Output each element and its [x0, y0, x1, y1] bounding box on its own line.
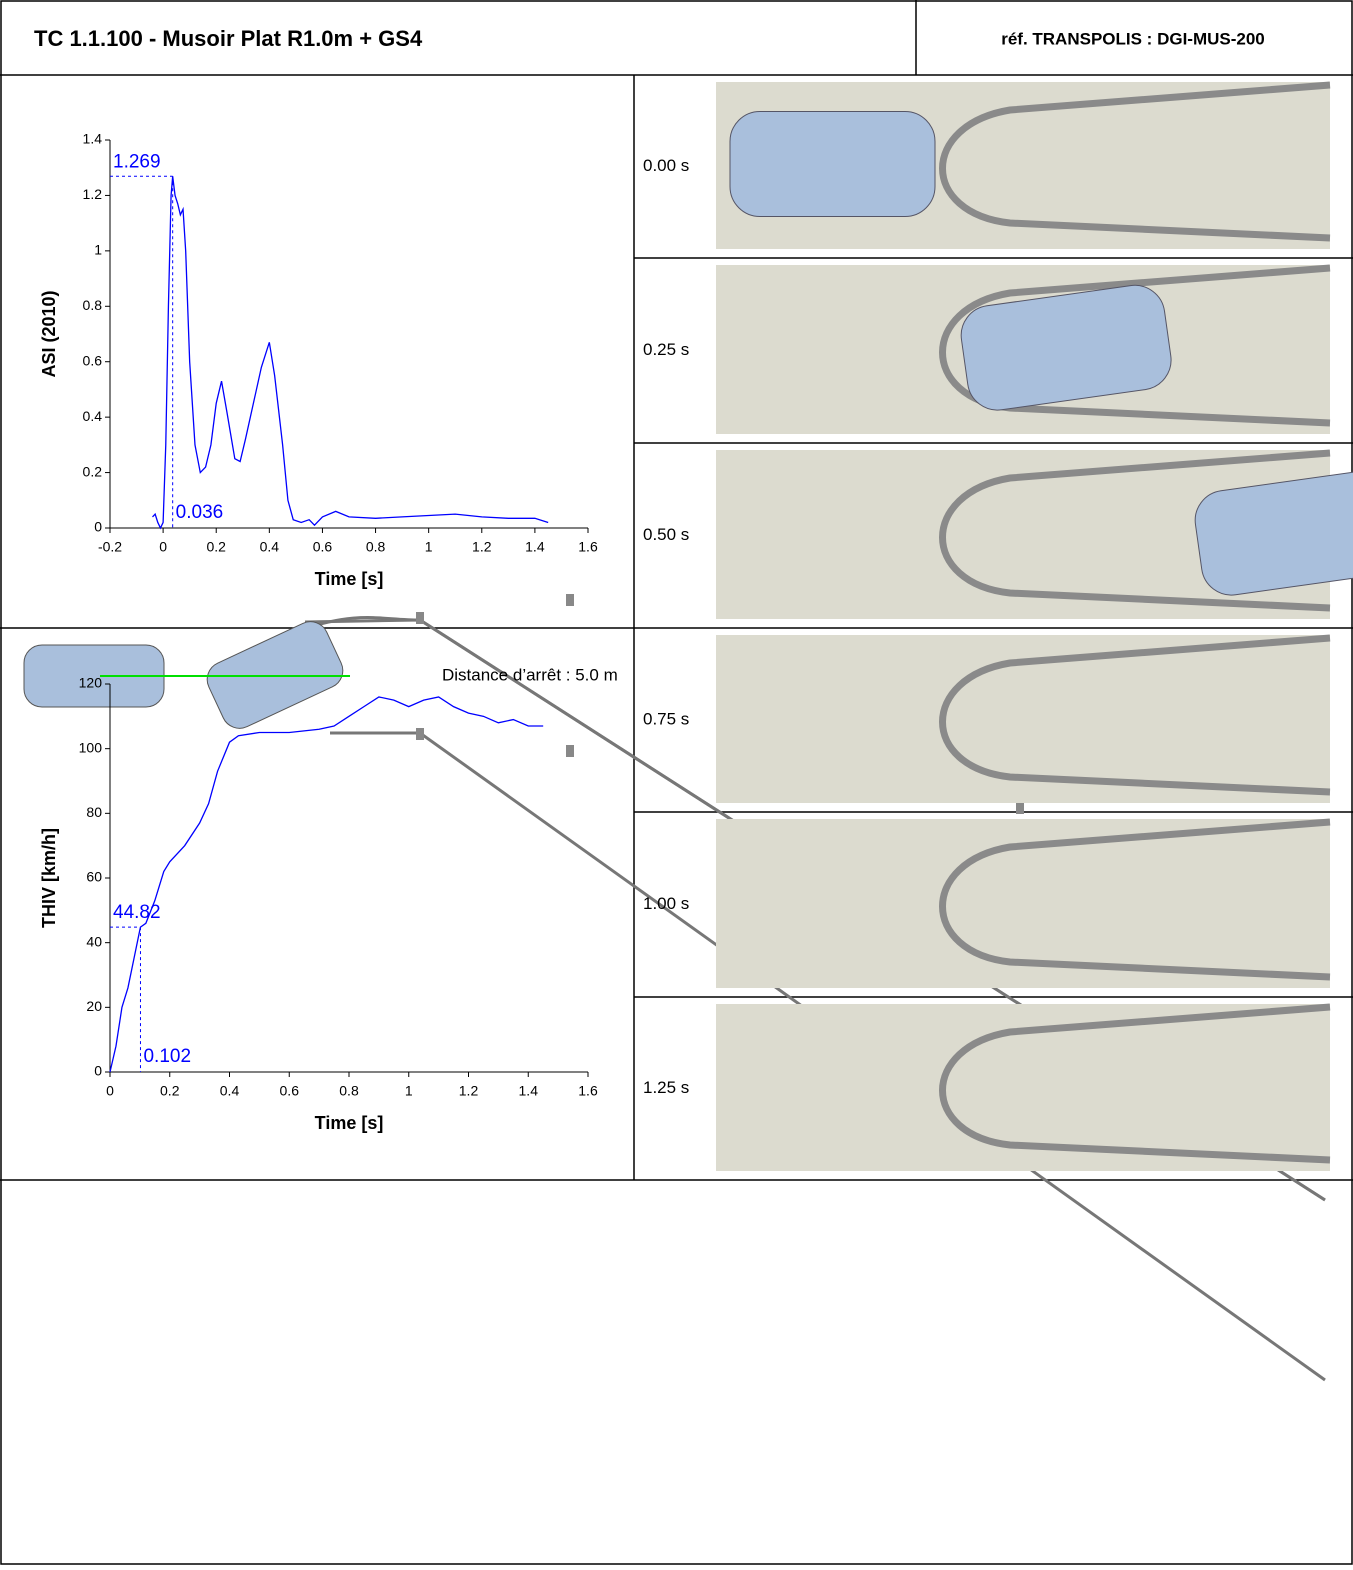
x-tick-label: 0.8	[366, 539, 386, 555]
x-tick-label: 1.6	[578, 1083, 598, 1099]
annotation-y-label: 1.269	[113, 151, 161, 172]
x-tick-label: 0	[106, 1083, 114, 1099]
y-tick-label: 0.6	[83, 352, 103, 368]
y-tick-label: 20	[86, 998, 102, 1014]
page: TC 1.1.100 - Musoir Plat R1.0m + GS4 réf…	[0, 0, 1353, 1565]
x-tick-label: 0.2	[206, 539, 226, 555]
title: TC 1.1.100 - Musoir Plat R1.0m + GS4	[34, 26, 423, 51]
y-tick-label: 100	[79, 739, 103, 755]
x-axis-label: Time [s]	[315, 569, 384, 589]
frame-time: 0.75 s	[643, 709, 689, 728]
stopping-distance: Distance d’arrêt : 5.0 m	[442, 665, 618, 684]
y-tick-label: 1	[94, 242, 102, 258]
x-tick-label: 1.2	[459, 1083, 479, 1099]
y-axis-label: ASI (2010)	[39, 290, 59, 377]
y-tick-label: 0.8	[83, 297, 103, 313]
y-tick-label: 80	[86, 804, 102, 820]
x-axis-label: Time [s]	[315, 1113, 384, 1133]
frame-time: 1.25 s	[643, 1078, 689, 1097]
x-tick-label: 0.6	[313, 539, 333, 555]
y-tick-label: 40	[86, 933, 102, 949]
frame-time: 0.50 s	[643, 525, 689, 544]
annotation-x-label: 0.102	[143, 1046, 191, 1067]
y-tick-label: 0.4	[83, 408, 103, 424]
y-tick-label: 60	[86, 869, 102, 885]
x-tick-label: 1.4	[525, 539, 545, 555]
y-axis-label: THIV [km/h]	[39, 828, 59, 928]
frame-time: 0.00 s	[643, 156, 689, 175]
car	[730, 112, 935, 217]
x-tick-label: 0	[159, 539, 167, 555]
annotation-x-label: 0.036	[176, 502, 224, 523]
x-tick-label: 1	[405, 1083, 413, 1099]
x-tick-label: 1.2	[472, 539, 492, 555]
x-tick-label: 0.4	[260, 539, 280, 555]
x-tick-label: 0.8	[339, 1083, 359, 1099]
y-tick-label: 0	[94, 1063, 102, 1079]
series-line	[152, 176, 548, 528]
y-tick-label: 0.2	[83, 463, 103, 479]
y-tick-label: 1.4	[83, 131, 103, 147]
x-tick-label: 0.2	[160, 1083, 180, 1099]
x-tick-label: 0.4	[220, 1083, 240, 1099]
x-tick-label: 1.6	[578, 539, 598, 555]
frame-time: 0.25 s	[643, 340, 689, 359]
series-line	[110, 697, 543, 1072]
frame-time: 1.00 s	[643, 894, 689, 913]
x-tick-label: 0.6	[280, 1083, 300, 1099]
x-tick-label: -0.2	[98, 539, 122, 555]
annotation-y-label: 44.82	[113, 902, 161, 923]
y-tick-label: 1.2	[83, 186, 103, 202]
reference: réf. TRANSPOLIS : DGI-MUS-200	[1001, 29, 1265, 48]
x-tick-label: 1	[425, 539, 433, 555]
y-tick-label: 0	[94, 519, 102, 535]
y-tick-label: 120	[79, 675, 103, 691]
x-tick-label: 1.4	[519, 1083, 539, 1099]
